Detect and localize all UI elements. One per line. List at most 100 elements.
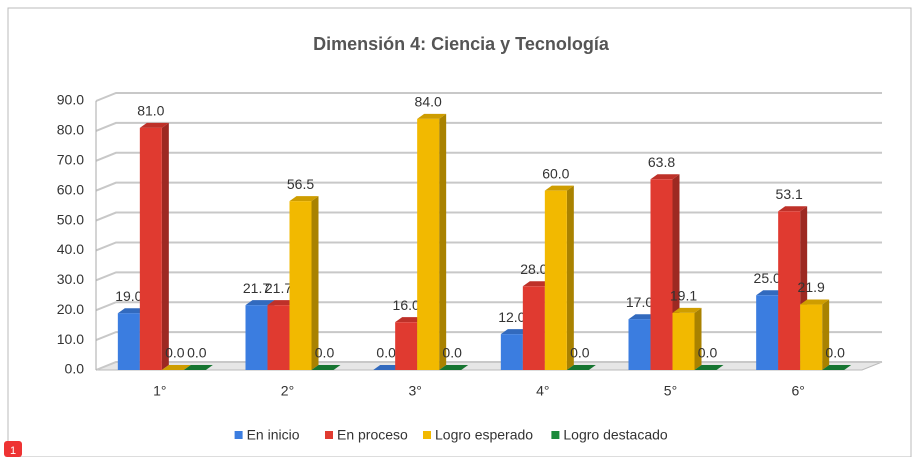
y-tick-label: 40.0 bbox=[57, 241, 84, 257]
y-tick-label: 60.0 bbox=[57, 181, 84, 197]
value-label: 16.0 bbox=[393, 297, 420, 313]
bar-top bbox=[694, 365, 724, 370]
bar-top bbox=[245, 300, 275, 306]
bar bbox=[650, 179, 673, 370]
y-tick-label: 50.0 bbox=[57, 211, 84, 227]
value-label: 81.0 bbox=[137, 103, 164, 119]
chart-title: Dimensión 4: Ciencia y Tecnología bbox=[313, 34, 610, 54]
value-label: 21.7 bbox=[265, 280, 292, 296]
value-label: 28.0 bbox=[520, 261, 547, 277]
bar-side bbox=[566, 185, 574, 370]
value-label: 0.0 bbox=[187, 345, 207, 361]
bar-top bbox=[672, 307, 702, 313]
legend-label: En inicio bbox=[247, 427, 300, 443]
value-label: 84.0 bbox=[415, 94, 442, 110]
legend-label: Logro destacado bbox=[563, 427, 668, 443]
value-label: 12.0 bbox=[498, 309, 525, 325]
value-label: 17.0 bbox=[626, 294, 653, 310]
value-label: 0.0 bbox=[376, 345, 396, 361]
bar-top bbox=[522, 281, 552, 287]
y-tick-label: 0.0 bbox=[65, 361, 85, 377]
bar bbox=[500, 334, 523, 370]
bar-side bbox=[311, 196, 319, 370]
legend-swatch bbox=[423, 431, 431, 439]
y-tick-label: 80.0 bbox=[57, 122, 84, 138]
bar-top bbox=[822, 365, 852, 370]
bar-top bbox=[373, 365, 403, 370]
bar bbox=[117, 313, 140, 370]
bar bbox=[417, 118, 440, 370]
x-tick-label: 3° bbox=[408, 383, 421, 399]
bar-top bbox=[800, 299, 830, 305]
y-tick-label: 20.0 bbox=[57, 301, 84, 317]
bar-top bbox=[161, 365, 191, 370]
bar bbox=[756, 295, 779, 370]
value-label: 0.0 bbox=[698, 345, 718, 361]
x-tick-label: 1° bbox=[153, 383, 166, 399]
value-label: 0.0 bbox=[315, 345, 335, 361]
bar-top bbox=[756, 290, 786, 296]
legend-label: Logro esperado bbox=[435, 427, 533, 443]
bar-top bbox=[117, 308, 147, 314]
grid-line bbox=[95, 211, 882, 222]
x-tick-label: 6° bbox=[791, 383, 804, 399]
grid-line bbox=[95, 181, 882, 192]
x-tick-label: 2° bbox=[281, 383, 294, 399]
bar-top bbox=[417, 113, 447, 119]
bar-side bbox=[694, 307, 702, 370]
value-label: 56.5 bbox=[287, 176, 314, 192]
grid-line bbox=[95, 361, 882, 371]
value-label: 0.0 bbox=[165, 345, 185, 361]
bar bbox=[245, 305, 268, 370]
bar bbox=[267, 305, 290, 370]
value-label: 25.0 bbox=[754, 270, 781, 286]
value-label: 53.1 bbox=[776, 186, 803, 202]
grid-line bbox=[95, 301, 882, 312]
bar-top bbox=[650, 174, 680, 180]
bar bbox=[544, 190, 567, 370]
value-label: 0.0 bbox=[442, 345, 462, 361]
bar-top bbox=[500, 329, 530, 335]
bar-top bbox=[628, 314, 658, 320]
legend-swatch bbox=[551, 431, 560, 439]
bar-top bbox=[139, 122, 169, 128]
bar bbox=[289, 201, 312, 370]
x-tick-label: 5° bbox=[664, 383, 677, 399]
value-label: 0.0 bbox=[570, 345, 590, 361]
bar-top bbox=[289, 196, 319, 202]
bar bbox=[395, 322, 418, 370]
grid-line bbox=[95, 151, 882, 162]
bar bbox=[778, 211, 801, 370]
bar-top bbox=[267, 300, 297, 306]
bar bbox=[800, 304, 823, 370]
bar-side bbox=[439, 113, 447, 370]
bar bbox=[522, 286, 545, 370]
grid-line bbox=[95, 92, 882, 102]
grid-line bbox=[95, 271, 882, 282]
bar bbox=[139, 127, 162, 371]
legend-swatch bbox=[234, 431, 243, 439]
x-tick-label: 4° bbox=[536, 383, 549, 399]
bar-top bbox=[544, 185, 574, 191]
legend-label: En proceso bbox=[337, 427, 408, 443]
value-label: 21.7 bbox=[243, 280, 270, 296]
grid-line bbox=[95, 241, 882, 252]
grid-line bbox=[95, 331, 882, 342]
bar-top bbox=[395, 317, 425, 323]
grid-line bbox=[95, 121, 882, 132]
value-label: 0.0 bbox=[825, 345, 845, 361]
bar bbox=[672, 312, 695, 370]
value-label: 21.9 bbox=[798, 279, 825, 295]
bar-side bbox=[822, 299, 830, 370]
y-tick-label: 30.0 bbox=[57, 271, 84, 287]
bar-top bbox=[566, 365, 596, 370]
y-tick-label: 90.0 bbox=[57, 92, 84, 108]
bar-top bbox=[439, 365, 469, 370]
bar-side bbox=[161, 122, 169, 371]
badge: 1 bbox=[10, 445, 16, 457]
bar-top bbox=[778, 206, 808, 212]
bar-top bbox=[183, 365, 213, 370]
y-tick-label: 70.0 bbox=[57, 151, 84, 167]
value-label: 63.8 bbox=[648, 154, 675, 170]
